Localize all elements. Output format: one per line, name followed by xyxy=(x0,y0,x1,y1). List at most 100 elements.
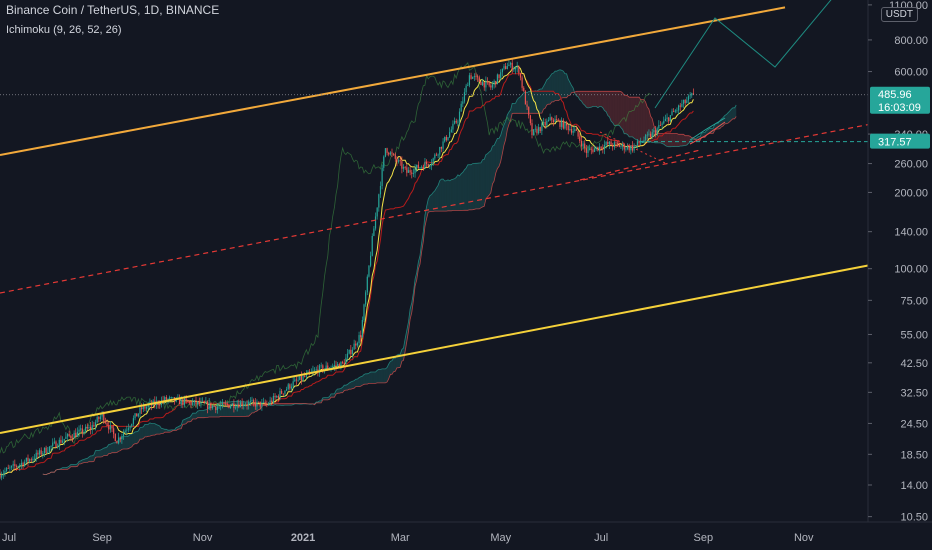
cloud-segment xyxy=(102,448,104,457)
candle-body xyxy=(117,437,120,444)
candle-body xyxy=(570,129,573,133)
cloud-segment xyxy=(612,91,615,126)
candle-body xyxy=(692,93,695,95)
candle-body xyxy=(124,430,126,433)
candle-body xyxy=(674,110,676,112)
candle-body xyxy=(315,369,317,371)
candle-body xyxy=(108,425,110,430)
cloud-segment xyxy=(532,91,534,114)
cloud-segment xyxy=(120,436,122,451)
candle-body xyxy=(607,142,609,145)
cloud-segment xyxy=(500,129,503,162)
candle-body xyxy=(658,125,660,129)
candle-body xyxy=(544,122,546,126)
candle-body xyxy=(284,390,286,394)
cloud-segment xyxy=(387,364,389,382)
candle-body xyxy=(617,143,619,145)
cloud-segment xyxy=(143,424,145,439)
cloud-segment xyxy=(474,163,476,210)
candle-body xyxy=(485,80,487,88)
cloud-segment xyxy=(319,400,322,403)
cloud-segment xyxy=(382,368,384,383)
candle-body xyxy=(20,462,23,465)
candle-body xyxy=(257,401,260,403)
cloud-segment xyxy=(685,135,687,146)
cloud-segment xyxy=(228,401,231,417)
cloud-segment xyxy=(395,355,397,372)
candle-body xyxy=(355,343,357,346)
candle-body xyxy=(38,450,41,455)
candle-body xyxy=(496,74,499,85)
cloud-segment xyxy=(517,97,519,114)
candle-body xyxy=(389,152,391,155)
candle-body xyxy=(57,446,59,448)
candle-body xyxy=(99,416,102,419)
cloud-segment xyxy=(499,135,501,167)
cloud-segment xyxy=(620,91,623,130)
cloud-segment xyxy=(729,109,732,122)
cloud-segment xyxy=(592,91,595,107)
cloud-segment xyxy=(556,70,559,101)
candle-body xyxy=(503,66,505,69)
candle-body xyxy=(66,434,69,437)
candle-body xyxy=(401,161,403,169)
candle-body xyxy=(25,457,27,462)
candle-body xyxy=(167,398,169,400)
candle-body xyxy=(285,389,288,391)
candle-body xyxy=(231,403,233,406)
candle-body xyxy=(320,365,322,367)
cloud-segment xyxy=(108,444,111,454)
cloud-segment xyxy=(732,107,735,119)
candle-body xyxy=(94,422,97,427)
candle-body xyxy=(424,162,426,169)
cloud-segment xyxy=(331,393,333,398)
candle-body xyxy=(623,144,625,150)
cloud-segment xyxy=(540,88,542,114)
cloud-segment xyxy=(512,103,514,114)
candle-body xyxy=(104,421,107,423)
candle-body xyxy=(416,164,418,169)
candle-body xyxy=(276,396,278,398)
candle-body xyxy=(198,401,200,405)
cloud-segment xyxy=(368,372,371,384)
candle-body xyxy=(192,402,194,405)
candle-body xyxy=(439,146,441,155)
candle-body xyxy=(210,402,212,409)
trend-drawings[interactable] xyxy=(0,0,869,434)
candle-body xyxy=(309,371,311,373)
cloud-segment xyxy=(138,427,140,443)
cloud-segment xyxy=(383,368,386,383)
candle-body xyxy=(213,405,215,407)
candle-body xyxy=(101,412,103,417)
candle-body xyxy=(330,367,332,369)
cloud-segment xyxy=(495,138,498,173)
cloud-segment xyxy=(396,354,399,368)
candle-body xyxy=(575,129,578,131)
candle-body xyxy=(521,77,523,88)
candle-body xyxy=(524,91,527,105)
indicator-legend[interactable]: Ichimoku (9, 26, 52, 26) xyxy=(6,24,122,36)
candle-body xyxy=(491,84,494,88)
cloud-segment xyxy=(451,179,453,211)
candle-body xyxy=(661,123,663,126)
candle-body xyxy=(618,144,620,148)
candle-body xyxy=(274,395,276,398)
time-tick-label: Sep xyxy=(92,532,112,544)
price-tick-label: 1100.00 xyxy=(889,0,928,12)
candle-body xyxy=(277,396,279,399)
cloud-segment xyxy=(513,103,516,114)
candle-body xyxy=(397,160,400,162)
currency-badge[interactable]: USDT xyxy=(880,7,918,22)
candle-body xyxy=(65,436,67,439)
cloud-segment xyxy=(103,447,106,456)
candle-body xyxy=(434,154,436,159)
candle-body xyxy=(603,145,606,150)
candle-body xyxy=(271,400,273,403)
candle-body xyxy=(447,137,449,141)
candle-body xyxy=(243,405,245,406)
channel-top-line xyxy=(0,6,786,156)
candle-body xyxy=(422,166,424,169)
